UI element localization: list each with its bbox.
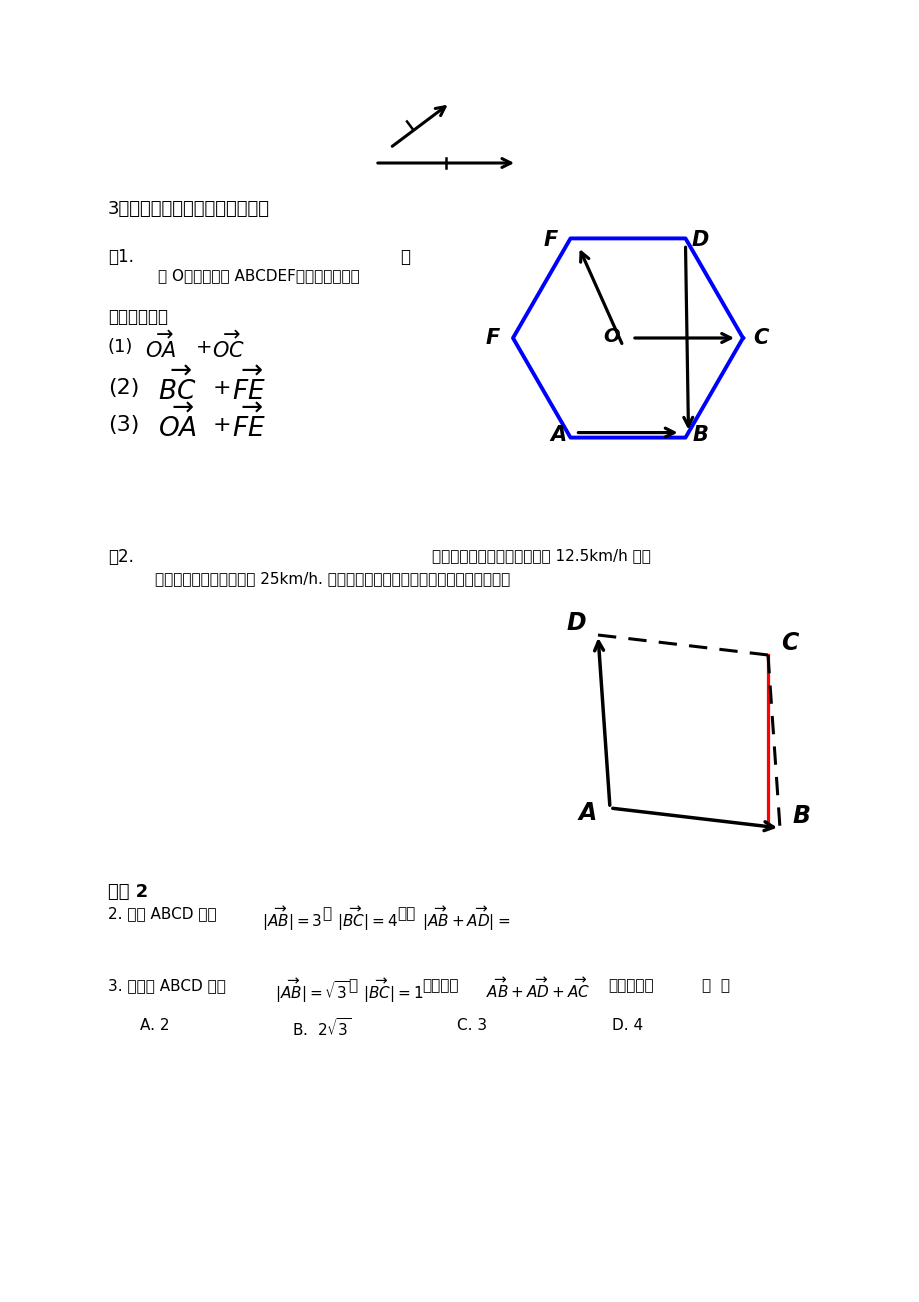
Text: O: O — [603, 327, 619, 345]
Text: D: D — [565, 611, 585, 635]
Text: +: + — [196, 339, 212, 357]
Text: $|\overrightarrow{AB}+\overrightarrow{AD}|=$: $|\overrightarrow{AB}+\overrightarrow{AD… — [422, 905, 510, 934]
Text: D. 4: D. 4 — [611, 1018, 642, 1032]
Text: 。则向量: 。则向量 — [422, 978, 458, 993]
Text: B.  $2\sqrt{3}$: B. $2\sqrt{3}$ — [291, 1017, 351, 1039]
Text: 例1.: 例1. — [108, 247, 134, 266]
Text: $\overrightarrow{AB}+\overrightarrow{AD}+\overrightarrow{AC}$: $\overrightarrow{AB}+\overrightarrow{AD}… — [485, 976, 590, 1001]
Text: D: D — [691, 230, 709, 250]
Text: (1): (1) — [108, 339, 133, 355]
Text: +: + — [213, 378, 232, 398]
Text: 例2.: 例2. — [108, 548, 134, 566]
Text: $\overrightarrow{BC}$: $\overrightarrow{BC}$ — [158, 368, 197, 406]
Text: 3. 在矩形 ABCD 中，: 3. 在矩形 ABCD 中， — [108, 978, 226, 993]
Text: ，: ， — [322, 906, 331, 921]
Text: $|\overrightarrow{BC}|=4$: $|\overrightarrow{BC}|=4$ — [336, 905, 397, 934]
Text: A: A — [578, 801, 596, 825]
Text: 练习 2: 练习 2 — [108, 883, 148, 901]
Text: F: F — [485, 328, 500, 348]
Text: ，: ， — [347, 978, 357, 993]
Text: 作出下列向量: 作出下列向量 — [108, 309, 168, 326]
Text: 度向东流，渡船的速度为 25km/h. 渡船要垂直地渡过长江，其航向应如何确定？: 度向东流，渡船的速度为 25km/h. 渡船要垂直地渡过长江，其航向应如何确定？ — [154, 572, 510, 586]
Text: $\overrightarrow{FE}$: $\overrightarrow{FE}$ — [232, 368, 266, 406]
Text: 知 O为正六边形 ABCDEF的中心，如图：: 知 O为正六边形 ABCDEF的中心，如图： — [158, 268, 359, 283]
Text: +: + — [213, 415, 232, 435]
Text: $|\overrightarrow{AB}|=3$: $|\overrightarrow{AB}|=3$ — [262, 905, 322, 934]
Text: C: C — [780, 631, 798, 655]
Text: C. 3: C. 3 — [457, 1018, 486, 1032]
Text: C: C — [753, 328, 768, 348]
Text: $\overrightarrow{OA}$: $\overrightarrow{OA}$ — [158, 405, 197, 444]
Text: $|\overrightarrow{BC}|=1$: $|\overrightarrow{BC}|=1$ — [363, 976, 423, 1005]
Text: (3): (3) — [108, 415, 139, 435]
Text: A: A — [550, 424, 566, 444]
Text: 2. 矩形 ABCD 中，: 2. 矩形 ABCD 中， — [108, 906, 216, 921]
Text: $|\overrightarrow{AB}|=\sqrt{3}$: $|\overrightarrow{AB}|=\sqrt{3}$ — [275, 976, 349, 1005]
Text: 已: 已 — [400, 247, 410, 266]
Text: $\overrightarrow{OA}$: $\overrightarrow{OA}$ — [145, 329, 176, 362]
Text: A. 2: A. 2 — [140, 1018, 169, 1032]
Text: B: B — [692, 424, 708, 444]
Text: 的长度等于: 的长度等于 — [607, 978, 652, 993]
Text: 3、平面向量的和还有什么性质吗: 3、平面向量的和还有什么性质吗 — [108, 201, 269, 217]
Text: $\overrightarrow{OC}$: $\overrightarrow{OC}$ — [211, 329, 244, 362]
Text: (2): (2) — [108, 378, 139, 398]
Text: ．则: ．则 — [397, 906, 414, 921]
Text: （  ）: （ ） — [701, 978, 729, 993]
Text: B: B — [792, 805, 811, 828]
Text: $\overrightarrow{FE}$: $\overrightarrow{FE}$ — [232, 405, 266, 444]
Text: F: F — [543, 230, 557, 250]
Text: 在长江南岸某渡口处，江水以 12.5km/h 的速: 在长江南岸某渡口处，江水以 12.5km/h 的速 — [432, 548, 650, 562]
